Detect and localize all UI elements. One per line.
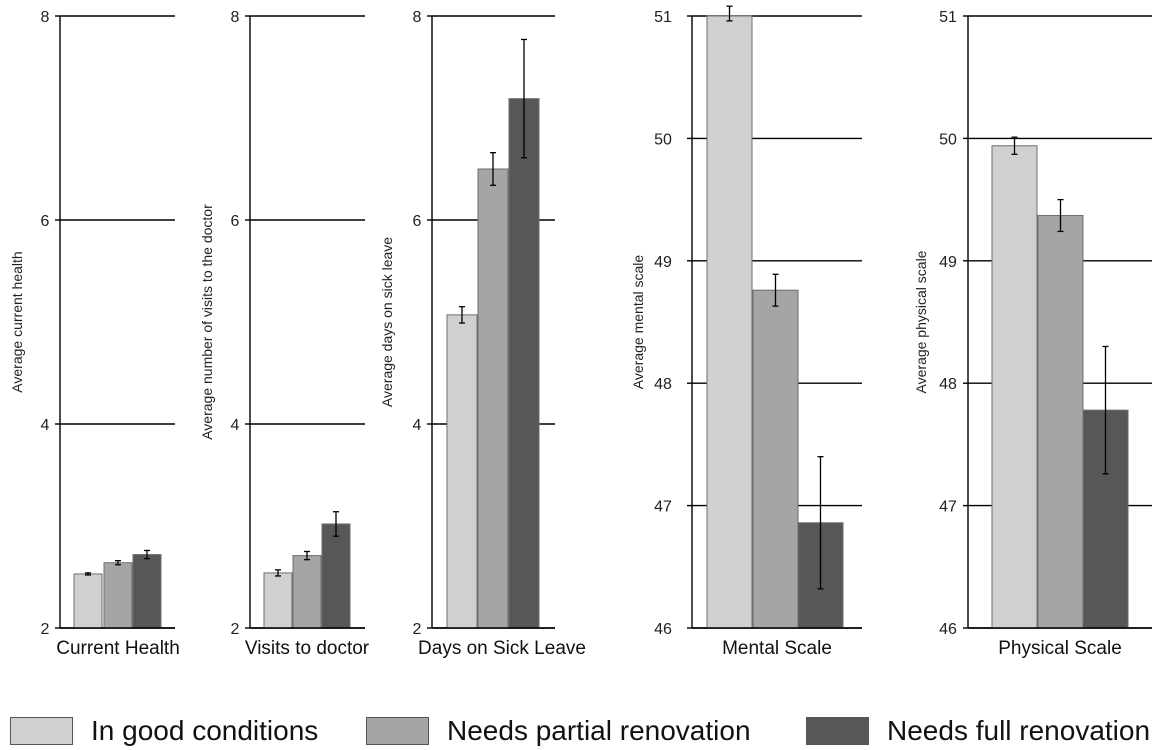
y-tick-label: 2 bbox=[41, 621, 50, 638]
y-axis-label: Average number of visits to the doctor bbox=[199, 204, 215, 440]
legend-item-good: In good conditions bbox=[10, 715, 318, 747]
y-tick-label: 46 bbox=[654, 621, 672, 638]
x-axis-label: Days on Sick Leave bbox=[418, 638, 586, 659]
legend-item-partial: Needs partial renovation bbox=[366, 715, 751, 747]
chart-legend: In good conditions Needs partial renovat… bbox=[0, 712, 1156, 750]
y-tick-label: 6 bbox=[41, 213, 50, 230]
y-tick-label: 8 bbox=[413, 9, 422, 26]
y-tick-label: 6 bbox=[413, 213, 422, 230]
legend-label-partial: Needs partial renovation bbox=[447, 715, 751, 746]
bar-good bbox=[991, 145, 1038, 629]
bar-full bbox=[132, 554, 162, 629]
legend-swatch-good bbox=[10, 717, 73, 745]
y-tick-label: 50 bbox=[939, 131, 957, 148]
chart-panel-days-on-sick-leave: 2 4 6 8 Average days on sick leave Days on Si… bbox=[379, 9, 586, 659]
y-axis-label: Average physical scale bbox=[913, 250, 929, 393]
y-axis-label: Average current health bbox=[9, 251, 25, 392]
y-tick-label: 6 bbox=[231, 213, 240, 230]
chart-panel-current-health: 2 4 6 8 Average current health Current Health bbox=[9, 9, 180, 659]
x-axis-label: Mental Scale bbox=[722, 638, 832, 659]
bar-partial bbox=[477, 168, 509, 629]
y-tick-label: 49 bbox=[939, 254, 957, 271]
bar-good bbox=[263, 572, 293, 629]
bar-partial bbox=[103, 562, 133, 629]
y-tick-label: 48 bbox=[654, 376, 672, 393]
bar-partial bbox=[752, 289, 799, 629]
bar-full bbox=[321, 523, 351, 629]
bar-full bbox=[508, 98, 540, 629]
y-tick-label: 47 bbox=[654, 499, 672, 516]
y-tick-label: 8 bbox=[41, 9, 50, 26]
bar-partial bbox=[292, 555, 322, 629]
legend-label-good: In good conditions bbox=[91, 715, 319, 746]
legend-swatch-partial bbox=[366, 717, 429, 745]
y-tick-label: 50 bbox=[654, 131, 672, 148]
x-axis-label: Visits to doctor bbox=[245, 638, 370, 659]
y-tick-label: 4 bbox=[41, 417, 50, 434]
y-tick-label: 48 bbox=[939, 376, 957, 393]
x-axis-label: Current Health bbox=[56, 638, 180, 659]
y-tick-label: 2 bbox=[413, 621, 422, 638]
chart-panel-visits-to-doctor: 2 4 6 8 Average number of visits to the doct… bbox=[199, 9, 370, 659]
x-axis-label: Physical Scale bbox=[998, 638, 1122, 659]
bar-partial bbox=[1037, 215, 1084, 629]
chart-panel-mental-scale: 46 47 48 49 50 51 Average mental scale Mental S… bbox=[630, 5, 862, 659]
y-tick-label: 47 bbox=[939, 499, 957, 516]
legend-label-full: Needs full renovation bbox=[887, 715, 1151, 746]
y-tick-label: 2 bbox=[231, 621, 240, 638]
y-tick-label: 4 bbox=[231, 417, 240, 434]
y-tick-label: 49 bbox=[654, 254, 672, 271]
y-tick-label: 46 bbox=[939, 621, 957, 638]
y-axis-label: Average mental scale bbox=[630, 255, 646, 390]
y-tick-label: 4 bbox=[413, 417, 422, 434]
y-axis-label: Average days on sick leave bbox=[379, 237, 395, 407]
bar-good bbox=[73, 573, 103, 629]
y-tick-label: 8 bbox=[231, 9, 240, 26]
chart-panel-physical-scale: 46 47 48 49 50 51 Average physical scale Physic… bbox=[913, 9, 1152, 659]
legend-swatch-full bbox=[806, 717, 869, 745]
y-tick-label: 51 bbox=[654, 9, 672, 26]
bar-good bbox=[446, 314, 478, 629]
bar-good bbox=[706, 15, 753, 629]
y-tick-label: 51 bbox=[939, 9, 957, 26]
legend-item-full: Needs full renovation bbox=[806, 715, 1150, 747]
